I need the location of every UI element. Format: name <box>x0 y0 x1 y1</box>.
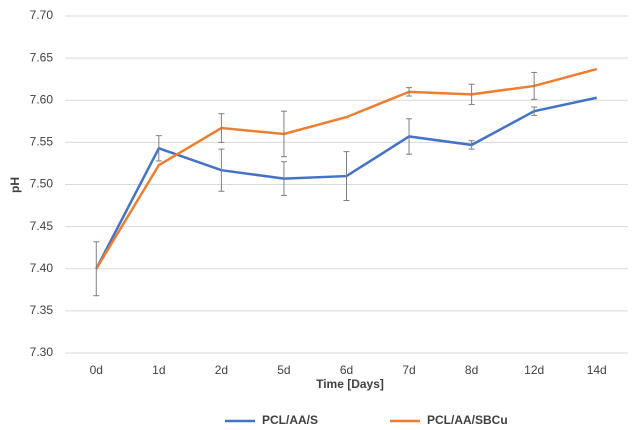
x-tick-label: 5d <box>277 363 290 377</box>
x-axis-label: Time [Days] <box>316 377 384 391</box>
y-tick-label: 7.65 <box>30 50 54 64</box>
y-tick-label: 7.60 <box>30 92 54 106</box>
error-bar <box>343 151 350 202</box>
error-bar <box>280 161 287 196</box>
x-tick-label: 14d <box>587 363 607 377</box>
series-line <box>95 67 598 270</box>
x-tick-label: 2d <box>215 363 228 377</box>
error-bar <box>218 113 225 143</box>
legend-label: PCL/AA/SBCu <box>427 413 508 427</box>
x-tick-label: 0d <box>90 363 103 377</box>
x-tick-label: 8d <box>465 363 478 377</box>
y-tick-label: 7.30 <box>30 345 54 359</box>
y-tick-label: 7.35 <box>30 303 54 317</box>
error-bar <box>406 87 413 97</box>
error-bar <box>218 148 225 192</box>
error-bar <box>468 83 475 105</box>
error-bar <box>155 135 162 162</box>
y-tick-label: 7.40 <box>30 261 54 275</box>
x-tick-label: 6d <box>340 363 353 377</box>
y-tick-label: 7.45 <box>30 219 54 233</box>
x-tick-label: 7d <box>402 363 415 377</box>
error-bar <box>406 118 413 155</box>
error-bar <box>531 71 538 100</box>
y-tick-label: 7.70 <box>30 8 54 22</box>
error-bar <box>531 106 538 116</box>
legend-label: PCL/AA/S <box>262 413 318 427</box>
x-tick-label: 12d <box>524 363 544 377</box>
error-bar <box>93 241 100 297</box>
error-bar <box>280 110 287 158</box>
y-tick-label: 7.55 <box>30 135 54 149</box>
y-axis-label: pH <box>8 177 22 193</box>
error-bar <box>468 140 475 150</box>
x-tick-label: 1d <box>152 363 165 377</box>
y-tick-label: 7.50 <box>30 177 54 191</box>
